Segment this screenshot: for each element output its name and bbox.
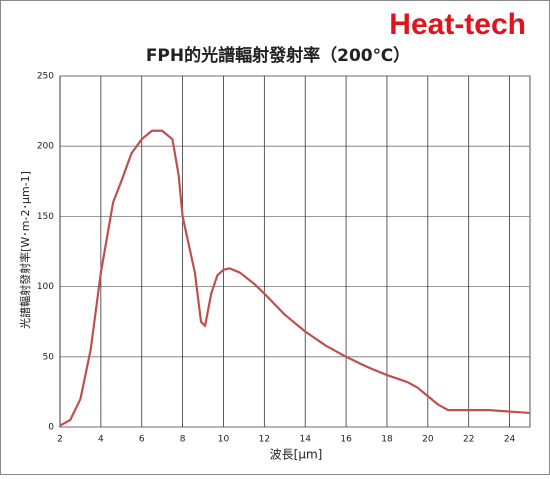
x-tick-label: 4 xyxy=(98,435,104,445)
y-tick-label: 50 xyxy=(43,352,55,362)
y-tick-label: 0 xyxy=(48,423,54,433)
x-tick-label: 2 xyxy=(57,435,63,445)
x-tick-label: 12 xyxy=(259,435,270,445)
x-axis-label: 波長[μm] xyxy=(270,448,323,462)
x-tick-label: 14 xyxy=(299,435,311,445)
y-tick-label: 200 xyxy=(37,142,54,152)
y-axis-label: 光譜輻射發射率[W･m-2･μm-1] xyxy=(18,171,32,329)
x-tick-label: 22 xyxy=(463,435,474,445)
x-tick-label: 6 xyxy=(139,435,145,445)
x-tick-label: 20 xyxy=(422,435,434,445)
line-series xyxy=(59,129,531,427)
chart-title: FPH的光譜輻射發射率（200℃） xyxy=(146,45,410,66)
x-tick-label: 10 xyxy=(218,435,230,445)
y-tick-label: 100 xyxy=(37,282,54,292)
plot-area xyxy=(59,75,531,428)
brand: Heat-tech xyxy=(389,8,526,41)
x-tick-label: 8 xyxy=(180,435,186,445)
y-tick-label: 250 xyxy=(37,72,54,82)
y-tick-label: 150 xyxy=(37,212,54,222)
x-tick-label: 24 xyxy=(504,435,516,445)
x-tick-label: 18 xyxy=(381,435,393,445)
x-tick-label: 16 xyxy=(340,435,352,445)
